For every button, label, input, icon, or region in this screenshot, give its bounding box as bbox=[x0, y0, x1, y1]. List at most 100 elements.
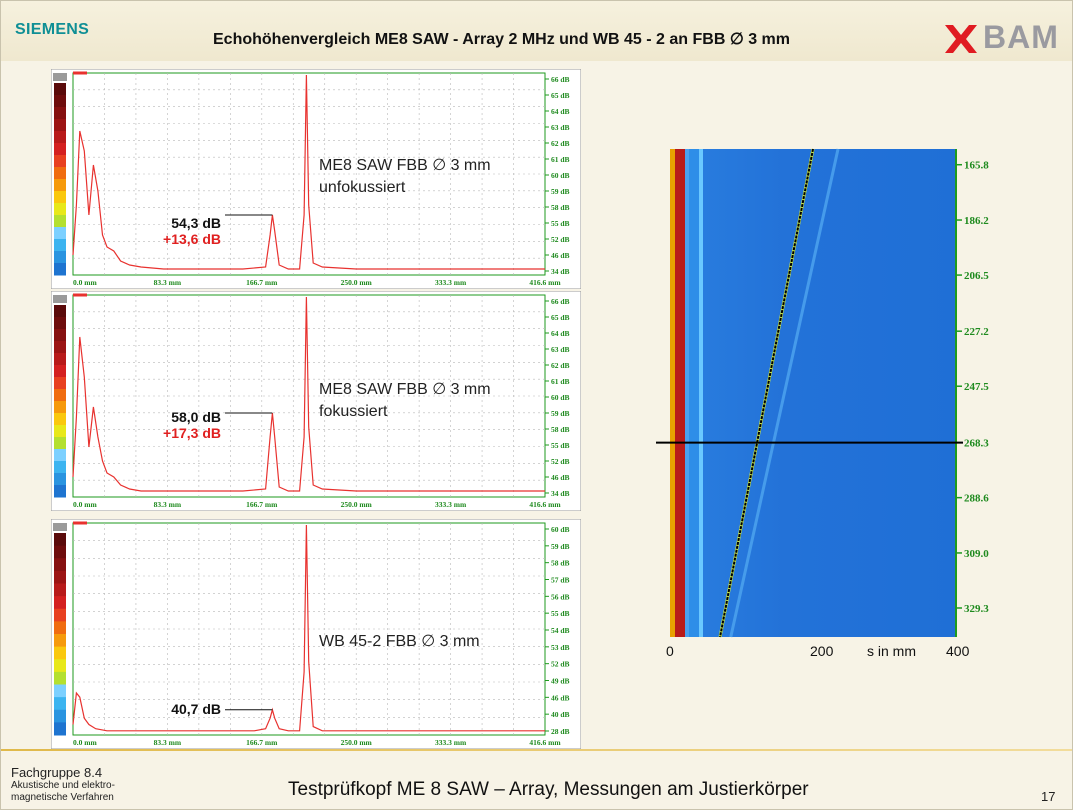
panel-label-line1: ME8 SAW FBB ∅ 3 mm bbox=[319, 381, 491, 398]
bscan-chart: 165.8 186.2 206.5 227.2 247.5 268.3 288.6 309.0… bbox=[656, 148, 989, 638]
colorbar-segment bbox=[54, 558, 66, 572]
annotation-gain: +17,3 dB bbox=[163, 425, 221, 441]
colorbar-segment bbox=[54, 449, 66, 462]
ascan-panel-unfocused: 66 dB 65 dB 64 dB 63 dB 62 dB 61 dB 60 dB 59 dB… bbox=[51, 69, 581, 289]
colorbar-segment bbox=[54, 341, 66, 354]
right-tick-label: 56 dB bbox=[551, 592, 570, 601]
annotation-value: 40,7 dB bbox=[171, 701, 221, 717]
colorbar-segment bbox=[54, 83, 66, 96]
panel-label-line2: fokussiert bbox=[319, 403, 388, 420]
colorbar-segment bbox=[54, 570, 66, 584]
colorbar-segment bbox=[54, 533, 66, 547]
slide-title: Echohöhenvergleich ME8 SAW - Array 2 MHz… bbox=[213, 31, 790, 48]
right-tick-label: 55 dB bbox=[551, 441, 570, 450]
colorbar-segment bbox=[54, 671, 66, 685]
footer-title: Testprüfkopf ME 8 SAW – Array, Messungen… bbox=[288, 779, 809, 800]
echo-trace bbox=[729, 148, 840, 638]
colorbar-segment bbox=[54, 251, 66, 264]
ascan-panel-focused: 66 dB 65 dB 64 dB 63 dB 62 dB 61 dB 60 dB 59 dB… bbox=[51, 291, 581, 511]
ascan-chart-focused: 66 dB 65 dB 64 dB 63 dB 62 dB 61 dB 60 dB 59 dB… bbox=[51, 291, 581, 511]
bam-cross-icon bbox=[945, 25, 977, 53]
bscan-panel: 165.8 186.2 206.5 227.2 247.5 268.3 288.6 309.0… bbox=[656, 141, 991, 671]
colorbar-segment bbox=[54, 621, 66, 635]
colorbar-segment bbox=[54, 485, 66, 498]
x-tick-label: 250.0 mm bbox=[341, 500, 373, 509]
x-tick-label: 0.0 mm bbox=[73, 738, 97, 747]
x-tick-label: 83.3 mm bbox=[154, 500, 182, 509]
colorbar-segment bbox=[54, 107, 66, 120]
colorbar-segment bbox=[54, 263, 66, 276]
right-tick-label: 52 dB bbox=[551, 660, 570, 669]
bscan-x-tick-1: 200 bbox=[810, 643, 834, 659]
panel-label-line2: unfokussiert bbox=[319, 179, 406, 196]
right-tick-label: 64 dB bbox=[551, 329, 570, 338]
colorbar-segment bbox=[54, 239, 66, 252]
right-tick-label: 60 dB bbox=[551, 393, 570, 402]
right-tick-label: 55 dB bbox=[551, 609, 570, 618]
colorbar-segment bbox=[54, 473, 66, 486]
annotation-focused: 58,0 dB +17,3 dB bbox=[141, 409, 221, 441]
right-tick-label: 46 dB bbox=[551, 473, 570, 482]
right-tick-label: 66 dB bbox=[551, 297, 570, 306]
ascan-chart-wb45: 60 dB 59 dB 58 dB 57 dB 56 dB 55 dB 54 dB 53 dB… bbox=[51, 519, 581, 749]
colorbar-segment bbox=[54, 545, 66, 559]
colorbar-segment bbox=[54, 377, 66, 390]
ascan-panel-wb45: 60 dB 59 dB 58 dB 57 dB 56 dB 55 dB 54 dB 53 dB… bbox=[51, 519, 581, 749]
siemens-logo: SIEMENS bbox=[15, 21, 90, 38]
colorbar-segment bbox=[54, 684, 66, 698]
footer-group-line2: Akustische und elektro- bbox=[11, 780, 115, 791]
right-tick-label: 59 dB bbox=[551, 409, 570, 418]
right-tick-label: 58 dB bbox=[551, 203, 570, 212]
annotation-gain: +13,6 dB bbox=[163, 231, 221, 247]
colorbar-segment bbox=[54, 413, 66, 426]
panel-label-focused: ME8 SAW FBB ∅ 3 mm fokussiert bbox=[319, 379, 491, 423]
colorbar-segment bbox=[54, 709, 66, 723]
y-tick-label: 247.5 bbox=[964, 381, 989, 393]
colorbar-top bbox=[53, 523, 67, 531]
right-tick-label: 61 dB bbox=[551, 155, 570, 164]
right-tick-label: 46 dB bbox=[551, 251, 570, 260]
panel-label-wb45: WB 45-2 FBB ∅ 3 mm bbox=[319, 631, 480, 653]
colorbar-segment bbox=[54, 697, 66, 711]
panel-label-line1: ME8 SAW FBB ∅ 3 mm bbox=[319, 157, 491, 174]
x-tick-label: 416.6 mm bbox=[529, 278, 561, 287]
right-tick-label: 65 dB bbox=[551, 91, 570, 100]
bam-logo: BAM bbox=[941, 19, 1071, 59]
right-tick-label: 58 dB bbox=[551, 559, 570, 568]
right-tick-label: 61 dB bbox=[551, 377, 570, 386]
right-tick-label: 62 dB bbox=[551, 139, 570, 148]
bscan-x-tick-0: 0 bbox=[666, 643, 674, 659]
x-tick-label: 166.7 mm bbox=[246, 278, 278, 287]
colorbar-top bbox=[53, 295, 67, 303]
right-tick-label: 53 dB bbox=[551, 643, 570, 652]
colorbar-segment bbox=[54, 227, 66, 240]
right-tick-label: 28 dB bbox=[551, 727, 570, 736]
colorbar-segment bbox=[54, 155, 66, 168]
x-tick-label: 333.3 mm bbox=[435, 500, 467, 509]
colorbar-segment bbox=[54, 401, 66, 414]
footer-group-line3: magnetische Verfahren bbox=[11, 792, 114, 803]
right-tick-label: 34 dB bbox=[551, 267, 570, 276]
footer-group-line1: Fachgruppe 8.4 bbox=[11, 765, 103, 780]
bscan-x-label: s in mm bbox=[867, 643, 916, 659]
colorbar-segment bbox=[54, 329, 66, 342]
colorbar-segment bbox=[54, 179, 66, 192]
colorbar-segment bbox=[54, 143, 66, 156]
bscan-x-tick-2: 400 bbox=[946, 643, 970, 659]
right-tick-label: 60 dB bbox=[551, 525, 570, 534]
right-tick-label: 40 dB bbox=[551, 710, 570, 719]
x-tick-label: 250.0 mm bbox=[341, 278, 373, 287]
right-tick-label: 54 dB bbox=[551, 626, 570, 635]
right-tick-label: 52 dB bbox=[551, 457, 570, 466]
panel-label-line1: WB 45-2 FBB ∅ 3 mm bbox=[319, 633, 480, 650]
signal-trace bbox=[72, 74, 545, 270]
right-tick-label: 60 dB bbox=[551, 171, 570, 180]
right-tick-label: 65 dB bbox=[551, 313, 570, 322]
colorbar-segment bbox=[54, 131, 66, 144]
annotation-value: 54,3 dB bbox=[171, 215, 221, 231]
right-tick-label: 62 dB bbox=[551, 361, 570, 370]
right-tick-label: 66 dB bbox=[551, 75, 570, 84]
right-tick-label: 52 dB bbox=[551, 235, 570, 244]
interface-band bbox=[670, 149, 675, 637]
